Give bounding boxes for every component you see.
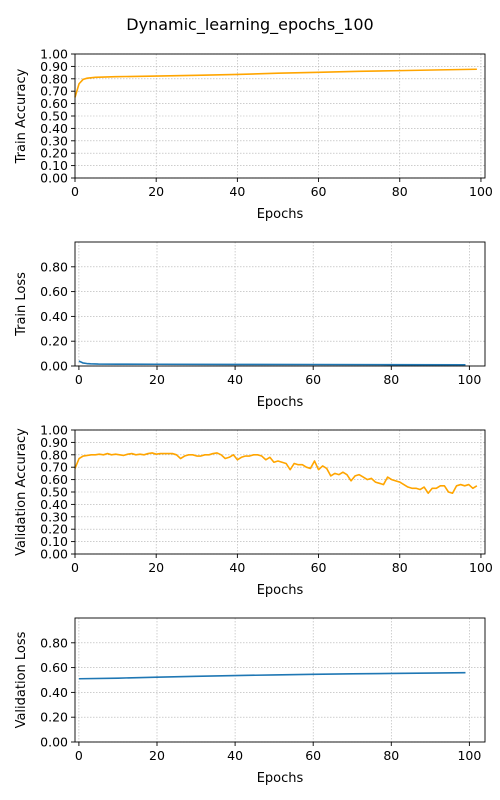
x-tick-label: 80 [392,184,408,199]
y-axis-label: Train Accuracy [14,68,29,164]
y-tick-label: 1.00 [40,47,68,62]
validation-loss-series-line [78,671,466,680]
y-tick-label: 0.30 [40,509,68,524]
x-tick-label: 80 [383,372,399,387]
x-tick-label: 100 [457,372,481,387]
x-tick-label: 60 [305,372,321,387]
y-tick-label: 0.70 [40,84,68,99]
y-tick-label: 0.20 [40,146,68,161]
y-tick-label: 0.80 [40,259,68,274]
x-tick-label: 60 [305,748,321,763]
y-tick-label: 0.90 [40,59,68,74]
y-tick-label: 0.10 [40,158,68,173]
x-axis-label: Epochs [257,583,304,598]
x-tick-label: 80 [392,560,408,575]
x-tick-label: 40 [229,560,245,575]
chart-panels: 0 20 40 60 80 1000.000.100.200.300.400.500.60… [14,47,493,787]
x-tick-label: 0 [75,372,83,387]
train-loss-panel: 0 20 40 60 80 100 0.00 0.20 0.40 0.60 0.80 Epochs Tr… [14,241,486,410]
figure-title: Dynamic_learning_epochs_100 [126,15,373,35]
y-tick-label: 0.20 [40,710,68,725]
x-tick-label: 80 [383,748,399,763]
y-axis-label: Validation Loss [14,631,29,728]
y-tick-label: 0.00 [40,735,68,750]
x-tick-label: 60 [311,184,327,199]
y-tick-label: 0.00 [40,171,68,186]
y-tick-label: 0.60 [40,284,68,299]
train-accuracy-series-line [74,68,477,98]
y-tick-label: 0.70 [40,460,68,475]
plot-frame [74,241,486,367]
y-tick-label: 0.80 [40,447,68,462]
y-tick-label: 0.50 [40,485,68,500]
y-tick-label: 0.60 [40,472,68,487]
y-tick-label: 0.90 [40,435,68,450]
y-tick-label: 0.80 [40,635,68,650]
y-tick-label: 1.00 [40,423,68,438]
x-tick-label: 20 [148,184,164,199]
y-axis-label: Validation Accuracy [14,428,29,556]
y-tick-label: 0.20 [40,522,68,537]
x-tick-label: 40 [229,184,245,199]
y-tick-label: 0.60 [40,96,68,111]
y-tick-label: 0.40 [40,121,68,136]
validation-loss-panel: 0 20 40 60 80 100 0.00 0.20 0.40 0.60 0.80 Epochs Va… [14,617,486,786]
x-tick-label: 20 [148,560,164,575]
train-accuracy-panel: 0 20 40 60 80 100 0.000.100.200.300.400.500.60… [14,47,493,223]
x-tick-label: 20 [149,748,165,763]
x-tick-label: 0 [75,748,83,763]
x-tick-label: 0 [71,184,79,199]
y-axis-label: Train Loss [14,272,29,337]
train-loss-series-line [78,360,466,366]
y-tick-label: 0.10 [40,534,68,549]
y-tick-label: 0.60 [40,660,68,675]
y-tick-label: 0.30 [40,133,68,148]
plot-frame [74,617,486,743]
x-axis-label: Epochs [257,771,304,786]
y-tick-label: 0.00 [40,547,68,562]
x-axis-label: Epochs [257,207,304,222]
validation-accuracy-series-line [74,452,478,495]
x-tick-label: 40 [227,372,243,387]
x-tick-label: 100 [457,748,481,763]
x-tick-label: 60 [311,560,327,575]
x-tick-label: 100 [469,560,493,575]
x-axis-label: Epochs [257,395,304,410]
y-tick-label: 0.40 [40,685,68,700]
y-tick-label: 0.20 [40,334,68,349]
y-tick-label: 0.00 [40,359,68,374]
y-tick-label: 0.40 [40,497,68,512]
y-tick-label: 0.80 [40,71,68,86]
y-tick-label: 0.50 [40,109,68,124]
x-tick-label: 100 [469,184,493,199]
validation-accuracy-panel: 0 20 40 60 80 100 0.000.100.200.300.400.500.60… [14,423,493,599]
y-tick-label: 0.40 [40,309,68,324]
x-tick-label: 40 [227,748,243,763]
x-tick-label: 0 [71,560,79,575]
x-tick-label: 20 [149,372,165,387]
